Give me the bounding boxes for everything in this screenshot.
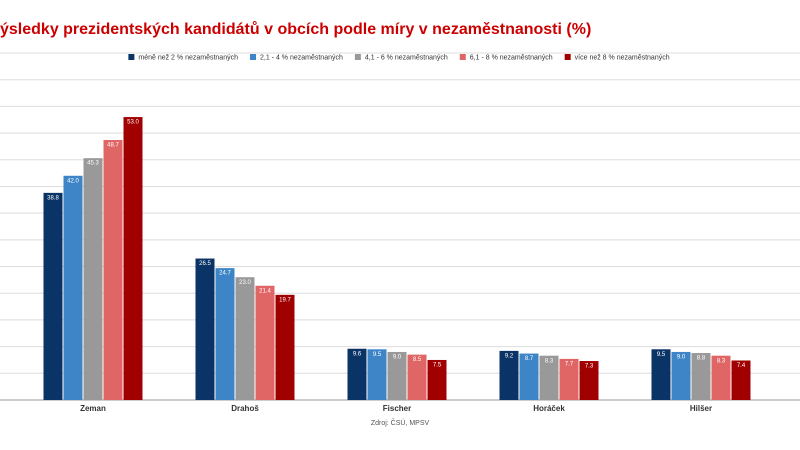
value-label: 7.5	[433, 363, 442, 369]
value-label: 8.8	[697, 356, 706, 362]
x-tick-label: Fischer	[383, 404, 411, 413]
value-label: 8.3	[717, 358, 726, 364]
value-label: 24.7	[219, 271, 231, 277]
value-label: 42.0	[67, 178, 79, 184]
chart-title: ýsledky prezidentských kandidátů v obcíc…	[0, 21, 591, 38]
legend-label: 2,1 - 4 % nezaměstnaných	[260, 54, 343, 61]
bar	[195, 258, 215, 400]
value-label: 8.5	[413, 357, 422, 363]
bar	[407, 354, 427, 400]
value-label: 26.5	[199, 261, 211, 267]
value-label: 7.4	[737, 363, 746, 369]
legend-label: 6,1 - 8 % nezaměstnaných	[470, 54, 553, 61]
bar	[387, 351, 407, 400]
bar	[275, 294, 295, 400]
bar	[579, 361, 599, 400]
bar	[539, 355, 559, 400]
value-label: 9.5	[373, 352, 382, 358]
bar	[235, 277, 255, 400]
legend-swatch	[354, 54, 361, 60]
bar	[367, 349, 387, 400]
value-label: 9.2	[505, 353, 514, 359]
x-tick-label: Zeman	[80, 404, 106, 413]
bar	[711, 355, 731, 400]
value-label: 21.4	[259, 288, 271, 294]
bar	[103, 140, 123, 401]
bar	[255, 285, 275, 400]
bar	[559, 358, 579, 400]
bar	[731, 360, 751, 400]
value-label: 9.0	[393, 355, 402, 361]
bar	[215, 268, 235, 400]
value-label: 23.0	[239, 280, 251, 286]
value-label: 45.3	[87, 161, 99, 167]
legend-swatch	[128, 54, 135, 60]
value-label: 53.0	[127, 120, 139, 126]
value-label: 8.7	[525, 356, 534, 362]
value-label: 38.8	[47, 195, 59, 201]
legend-swatch	[564, 54, 571, 60]
bar	[43, 192, 63, 400]
x-tick-label: Hilšer	[690, 404, 712, 413]
legend-swatch	[250, 54, 256, 60]
value-label: 19.7	[279, 297, 291, 303]
legend-label: méně než 2 % nezaměstnaných	[138, 54, 238, 61]
bar	[347, 348, 367, 400]
bar	[671, 351, 691, 400]
value-label: 8.3	[545, 358, 554, 364]
legend-label: více než 8 % nezaměstnaných	[575, 54, 670, 61]
bar	[123, 117, 143, 401]
x-tick-label: Drahoš	[231, 404, 259, 413]
bar	[499, 350, 519, 400]
value-label: 9.5	[657, 352, 666, 358]
value-label: 7.7	[565, 361, 574, 367]
bar	[63, 175, 83, 400]
value-label: 9.6	[353, 351, 362, 357]
bar	[691, 353, 711, 400]
x-tick-label: Horáček	[533, 404, 565, 413]
legend-swatch	[459, 54, 466, 60]
bar	[651, 349, 671, 400]
source-note: Zdroj: ČSÚ, MPSV	[371, 418, 430, 427]
bar	[427, 359, 447, 400]
value-label: 9.0	[677, 355, 686, 361]
value-label: 7.3	[585, 364, 594, 370]
value-label: 48.7	[107, 143, 119, 149]
bar	[83, 158, 103, 400]
bar	[519, 353, 539, 400]
legend-label: 4,1 - 6 % nezaměstnaných	[365, 54, 448, 61]
